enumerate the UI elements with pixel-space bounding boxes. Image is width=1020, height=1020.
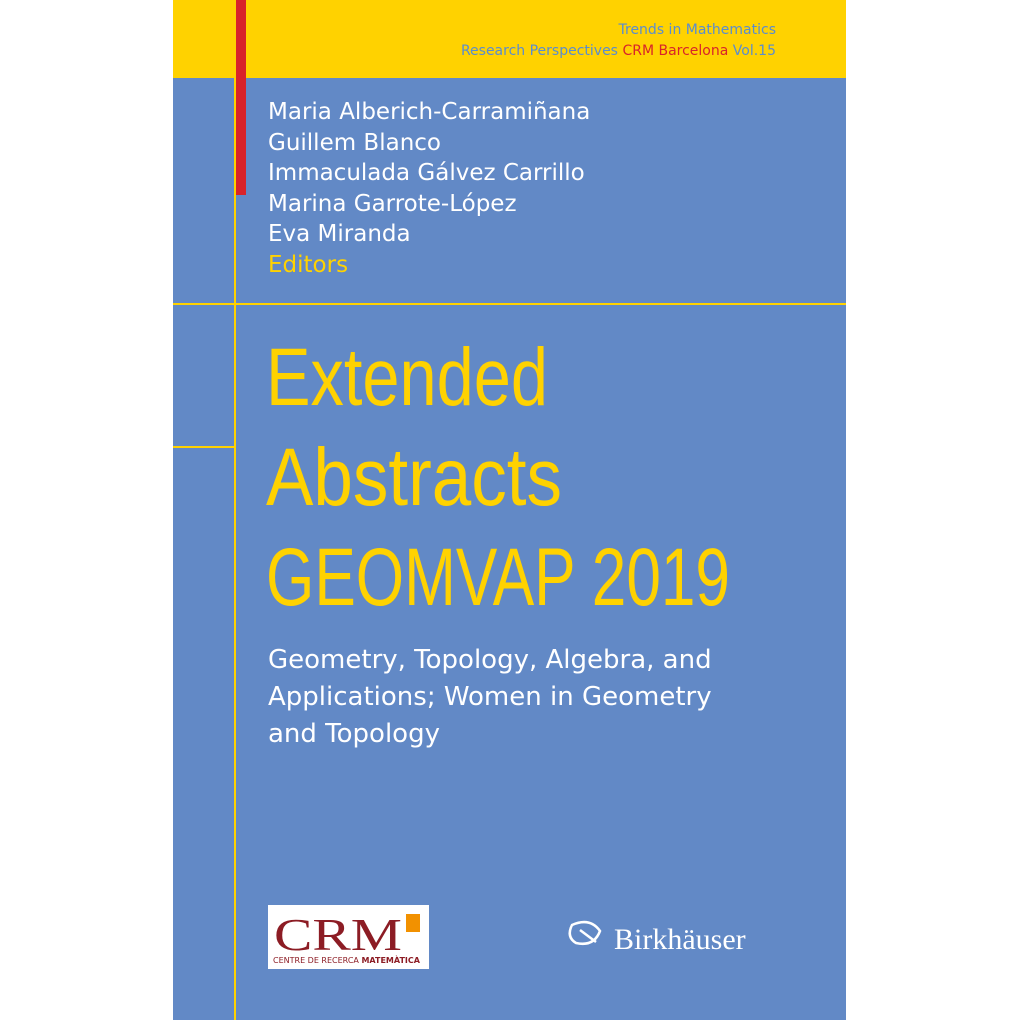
series-name: Trends in Mathematics [618, 22, 777, 38]
crm-badge [406, 914, 420, 932]
publisher-name: Birkhäuser [614, 923, 746, 956]
publisher-logo: Birkhäuser [568, 920, 746, 956]
crm-logo-box [268, 905, 429, 969]
volume: Vol.15 [733, 43, 776, 59]
crm-name-bold: MATEMÀTICA [361, 954, 420, 965]
crm-name: CENTRE DE RECERCA MATEMÀTICA [273, 954, 421, 965]
editor: Guillem Blanco [268, 130, 441, 156]
horizontal-rule [173, 303, 846, 305]
title-line: Extended [266, 332, 548, 423]
subseries: Research Perspectives [461, 43, 618, 59]
title-line: GEOMVAP 2019 [266, 532, 730, 623]
subtitle-line: Geometry, Topology, Algebra, and [268, 645, 712, 675]
top-band [173, 0, 846, 78]
crm-logo: CRM CENTRE DE RECERCA MATEMÀTICA [268, 905, 429, 969]
editor: Marina Garrote-López [268, 191, 517, 217]
cover-body [173, 0, 846, 1020]
title-line: Abstracts [266, 432, 562, 523]
subtitle-line: and Topology [268, 719, 440, 749]
editor: Maria Alberich-Carramiñana [268, 99, 590, 125]
editor: Eva Miranda [268, 221, 411, 247]
crm-mark: CRM [274, 909, 402, 960]
series-line: Research Perspectives CRM Barcelona Vol.… [461, 43, 776, 59]
red-bar [236, 0, 246, 195]
vertical-rule [234, 78, 236, 1020]
publisher-icon [568, 920, 602, 945]
subtitle-line: Applications; Women in Geometry [268, 682, 712, 712]
crm-name-regular: CENTRE DE RECERCA [273, 956, 359, 965]
series-highlight: CRM Barcelona [622, 43, 728, 59]
editor: Immaculada Gálvez Carrillo [268, 160, 585, 186]
editors-label: Editors [268, 252, 348, 278]
short-rule [173, 446, 235, 448]
